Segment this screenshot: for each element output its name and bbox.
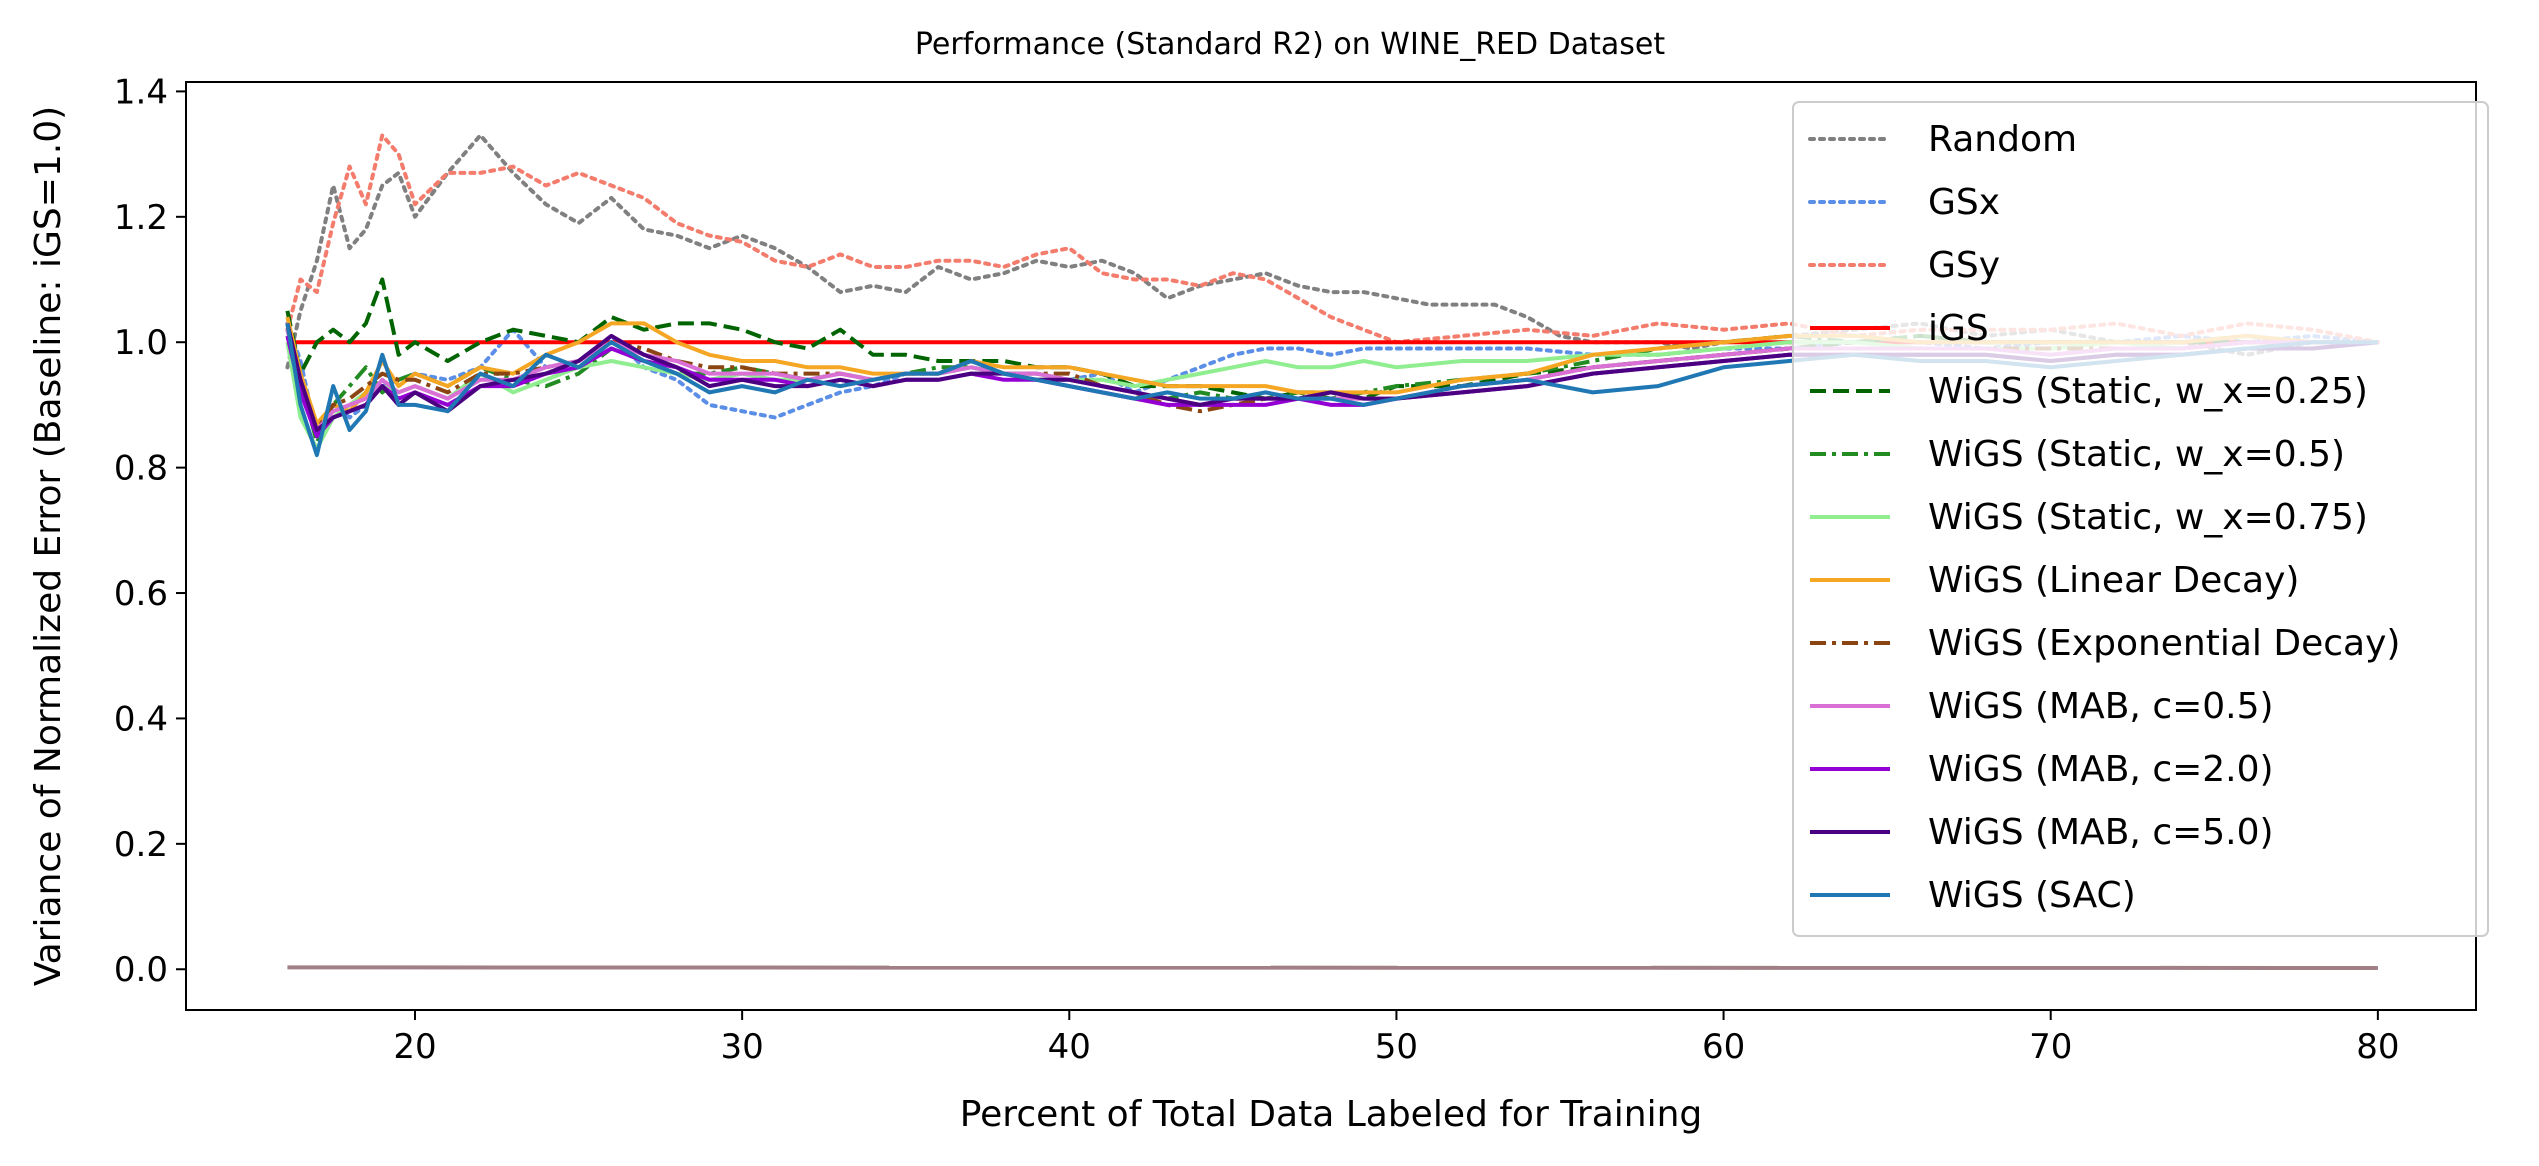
y-tick-label: 1.4 (114, 72, 168, 112)
legend-label: WiGS (Static, w_x=0.5) (1928, 434, 2345, 475)
legend-label: WiGS (MAB, c=2.0) (1928, 749, 2274, 790)
legend-label: WiGS (Static, w_x=0.75) (1928, 497, 2368, 538)
x-tick-label: 60 (1702, 1027, 1745, 1067)
legend-label: WiGS (SAC) (1928, 875, 2136, 916)
legend: Random GSx GSy iGS WiGS (Static, w_x=0.25) Wi… (1792, 101, 2489, 937)
legend-label: GSy (1928, 245, 2000, 286)
legend-label: WiGS (MAB, c=5.0) (1928, 812, 2274, 853)
y-axis-label: Variance of Normalized Error (Baseline: … (28, 106, 69, 986)
y-tick-label: 0.0 (114, 950, 168, 990)
x-tick-label: 70 (2029, 1027, 2072, 1067)
y-tick-label: 0.8 (114, 449, 168, 489)
x-tick-label: 40 (1048, 1027, 1091, 1067)
x-tick-label: 20 (393, 1027, 436, 1067)
y-axis-ticks: 0.0 0.2 0.4 0.6 0.8 1.0 1.2 1.4 (114, 72, 186, 990)
chart-title: Performance (Standard R2) on WINE_RED Da… (915, 27, 1666, 62)
plot-area: 20 30 40 50 60 70 80 0.0 0.2 0.4 0.6 0.8 1.0 1.2 1.4 (114, 72, 2477, 1067)
legend-label: WiGS (Exponential Decay) (1928, 623, 2400, 664)
legend-label: WiGS (Linear Decay) (1928, 560, 2299, 601)
series-line-8 (285, 323, 2378, 432)
x-axis-label: Percent of Total Data Labeled for Traini… (960, 1094, 1703, 1135)
x-tick-label: 50 (1375, 1027, 1418, 1067)
x-axis-ticks: 20 30 40 50 60 70 80 (393, 1010, 2399, 1067)
legend-label: Random (1928, 119, 2077, 160)
legend-label: iGS (1928, 308, 1989, 349)
legend-label: GSx (1928, 182, 2000, 223)
series-lines (285, 133, 2380, 970)
legend-frame (1792, 101, 2489, 937)
y-tick-label: 1.2 (114, 198, 168, 238)
x-tick-label: 80 (2356, 1027, 2399, 1067)
legend-label: WiGS (Static, w_x=0.25) (1928, 371, 2368, 412)
y-tick-label: 0.6 (114, 574, 168, 614)
legend-label: WiGS (MAB, c=0.5) (1928, 686, 2274, 727)
x-tick-label: 30 (721, 1027, 764, 1067)
series-line-13 (287, 965, 2378, 970)
y-tick-label: 0.2 (114, 825, 168, 865)
y-tick-label: 0.4 (114, 699, 168, 739)
y-tick-label: 1.0 (114, 323, 168, 363)
